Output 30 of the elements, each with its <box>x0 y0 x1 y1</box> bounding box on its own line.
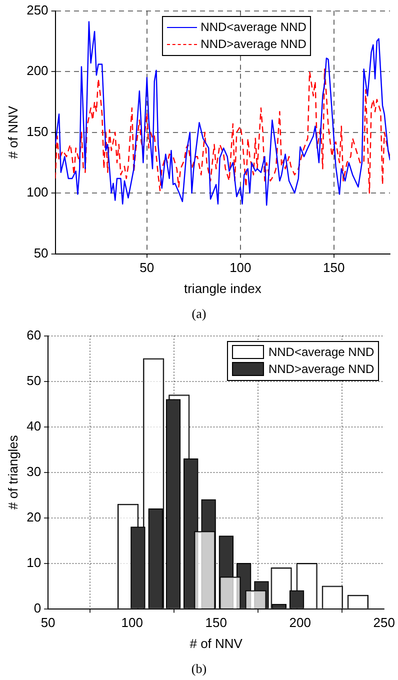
text: (b) <box>191 660 207 676</box>
y-tick-label: 0 <box>34 600 42 616</box>
x-tick-label: 100 <box>121 615 143 630</box>
y-tick-label: 200 <box>26 63 48 78</box>
y-tick-label: 50 <box>26 372 42 388</box>
y-axis-title: # of NNV <box>5 106 20 159</box>
legend-label: NND<average NND <box>200 20 306 34</box>
x-tick-label: 250 <box>373 615 396 630</box>
line-series <box>55 68 390 194</box>
x-tick-label: 150 <box>205 615 227 630</box>
y-tick-label: 40 <box>26 418 42 434</box>
y-tick-label: 10 <box>26 554 42 570</box>
y-tick-label: 60 <box>26 327 42 342</box>
x-tick-label: 150 <box>323 260 345 276</box>
y-tick-label: 100 <box>26 184 48 200</box>
x-tick-label: 200 <box>289 615 311 630</box>
legend-label: NND>average NND <box>268 362 374 376</box>
x-tick-label: 100 <box>230 260 252 276</box>
y-tick-label: 50 <box>34 245 48 260</box>
y-tick-label: 30 <box>26 464 42 479</box>
x-axis-title: # of NNV <box>190 636 243 651</box>
y-axis-title: # of triangles <box>5 434 20 510</box>
y-tick-label: 150 <box>26 124 48 139</box>
y-tick-label: 20 <box>26 509 42 524</box>
text: (a) <box>192 306 206 321</box>
x-tick-label: 50 <box>140 260 154 276</box>
x-axis-title: triangle index <box>184 280 262 296</box>
y-tick-label: 250 <box>26 2 48 18</box>
text: NND<average NND <box>268 345 374 360</box>
legend-label: NND>average NND <box>200 37 306 52</box>
